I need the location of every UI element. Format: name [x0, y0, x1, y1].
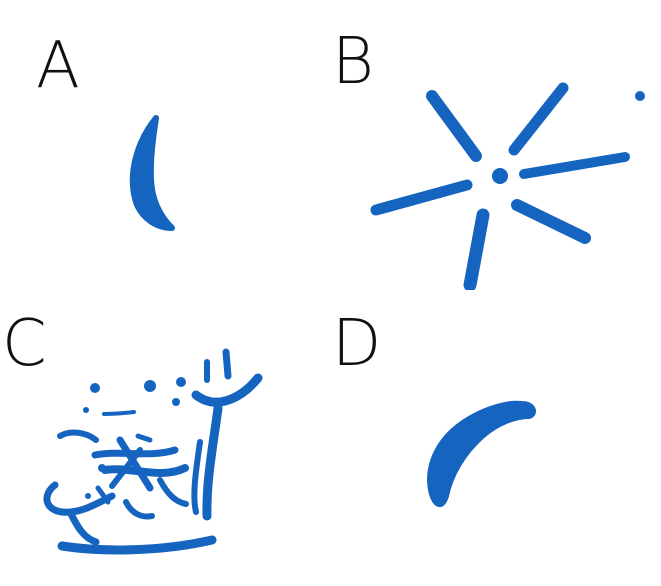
panel-b: B: [330, 0, 661, 290]
drawing-d-blob: [427, 400, 536, 507]
center-dot: [492, 168, 508, 184]
drawing-b-star-burst: [370, 82, 645, 290]
curved-blob-stroke: [427, 400, 536, 507]
ray-lower-right: [511, 199, 591, 244]
ray-upper-right: [508, 82, 569, 156]
panel-label-d: D: [332, 307, 382, 381]
ray-right: [519, 152, 630, 179]
panel-a: A: [0, 0, 330, 290]
panel-c: C: [0, 290, 330, 586]
ray-upper-left: [426, 90, 482, 162]
drawing-a-crescent: [129, 115, 175, 231]
stray-dot: [635, 91, 645, 101]
ray-left: [370, 179, 473, 216]
panel-label-b: B: [332, 25, 374, 99]
ray-lower-left: [463, 208, 490, 290]
panel-d: D: [330, 290, 661, 586]
drawing-c-scribble: [43, 348, 263, 555]
panel-label-c: C: [2, 307, 47, 381]
crescent-stroke: [129, 115, 175, 231]
panel-label-a: A: [36, 29, 80, 103]
